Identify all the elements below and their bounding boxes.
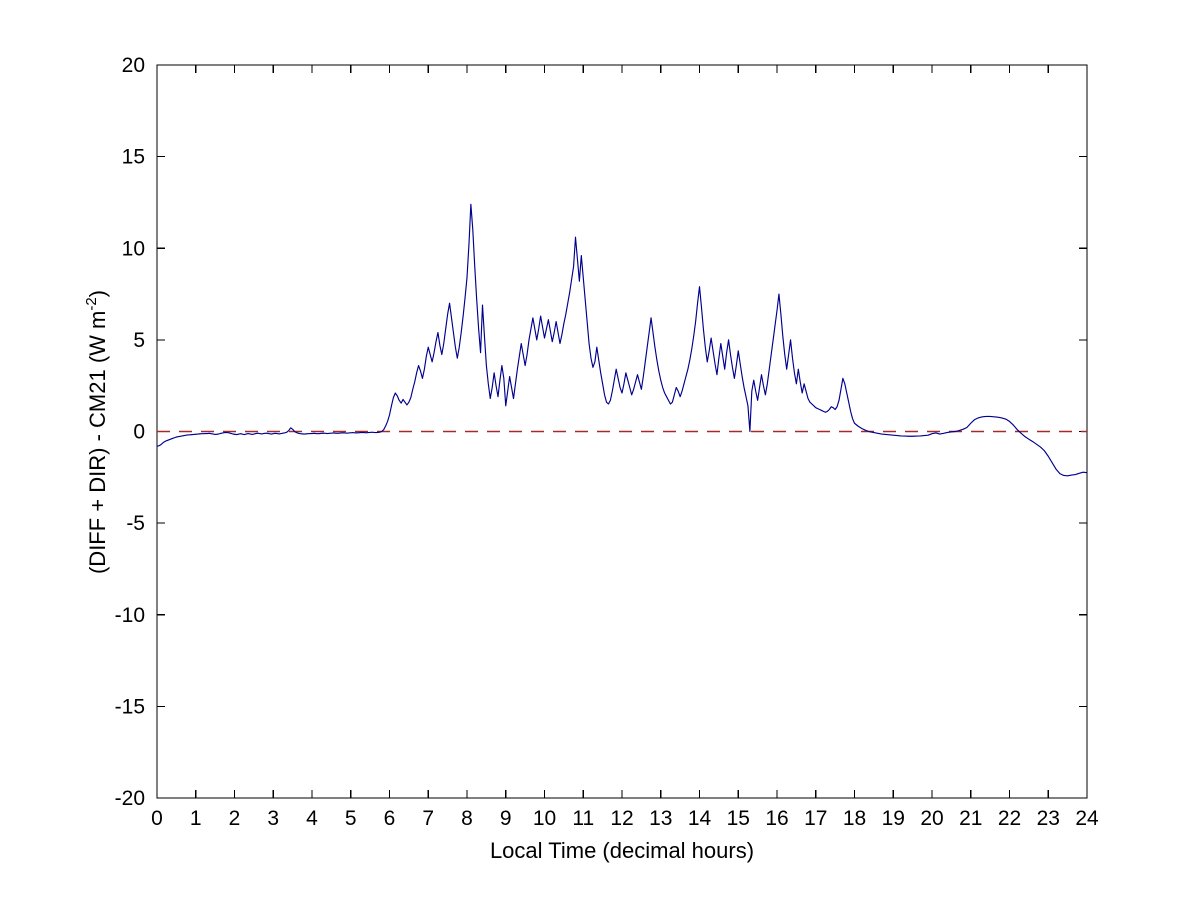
x-tick-label: 10 [533,807,556,830]
x-tick-label: 11 [572,807,594,830]
y-tick-label: 10 [122,237,145,260]
y-axis-tick-labels: -20 -15 -10 -5 0 5 10 15 20 [115,54,145,810]
x-tick-label: 15 [727,807,750,830]
x-tick-label: 18 [843,807,866,830]
x-tick-label: 5 [345,807,357,830]
y-tick-label: -15 [115,695,145,718]
data-series-line [156,203,1088,477]
x-axis-title: Local Time (decimal hours) [490,838,754,863]
y-tick-label: -20 [115,787,145,810]
y-tick-label: 15 [122,146,145,169]
y-tick-label: 0 [133,421,145,444]
x-tick-label: 0 [151,807,163,830]
x-tick-label: 14 [688,807,712,830]
x-tick-label: 4 [306,807,318,830]
y-tick-label: -5 [126,512,145,535]
x-tick-label: 6 [384,807,396,830]
x-tick-label: 17 [804,807,827,830]
x-tick-label: 1 [190,807,202,830]
x-tick-label: 22 [998,807,1021,830]
x-tick-label: 20 [920,807,943,830]
x-tick-label: 19 [882,807,905,830]
x-tick-label: 16 [765,807,788,830]
y-axis-ticks [157,156,1087,707]
x-tick-label: 3 [267,807,279,830]
x-axis-tick-labels: 0 1 2 3 4 5 6 7 8 9 10 11 12 13 14 15 16 17 18 19 20 21 22 23 24 [151,807,1099,830]
x-tick-label: 9 [500,807,512,830]
x-axis-ticks [195,65,1049,798]
x-tick-label: 2 [229,807,241,830]
x-tick-label: 24 [1075,807,1099,830]
y-tick-label: 5 [133,329,145,352]
x-tick-label: 7 [422,807,434,830]
x-tick-label: 12 [610,807,633,830]
x-tick-label: 23 [1037,807,1060,830]
y-axis-title: (DIFF + DIR) - CM21 (W m-2) [83,290,110,574]
x-tick-label: 21 [959,807,982,830]
x-tick-label: 8 [461,807,473,830]
y-tick-label: -10 [115,604,145,627]
x-tick-label: 13 [649,807,672,830]
y-tick-label: 20 [122,54,145,77]
y-axis-title-group: (DIFF + DIR) - CM21 (W m-2) [83,290,110,574]
